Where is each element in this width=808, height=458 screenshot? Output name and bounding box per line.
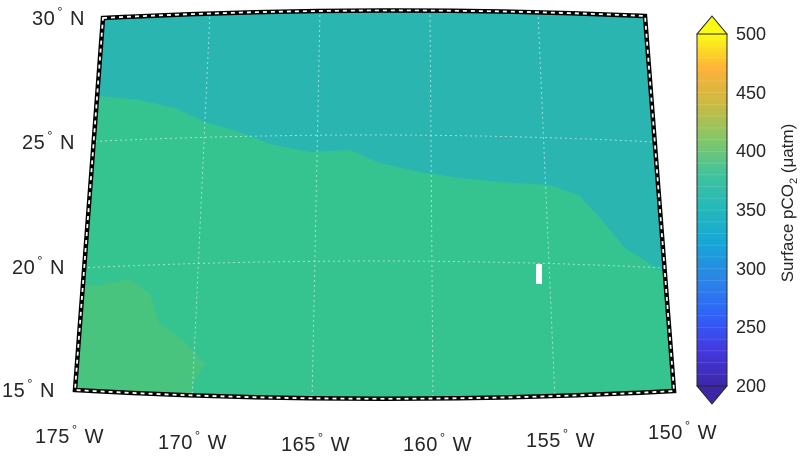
colorbar-tick-450: 450: [736, 83, 767, 103]
colorbar-tick-250: 250: [736, 317, 767, 337]
southwest-patch: [75, 279, 205, 399]
lat-label-20: 20 ° N: [12, 253, 65, 279]
lon-label-170: 170 ° W: [158, 428, 227, 454]
colorbar-bottom-extension: [695, 385, 729, 405]
colorbar-tick-200: 200: [736, 376, 767, 396]
lat-label-15: 15 ° N: [2, 376, 55, 402]
south-region: [75, 96, 674, 399]
colorbar-tick-500: 500: [736, 24, 767, 44]
colorbar-title: Surface pCO2 (μatm): [777, 123, 801, 283]
pco2-field: [75, 10, 674, 399]
lat-label-25: 25 ° N: [22, 128, 75, 154]
lon-label-175: 175 ° W: [35, 422, 104, 448]
colorbar-top-extension: [695, 15, 729, 35]
map-frame-pattern: [74, 9, 675, 400]
lon-label-150: 150 ° W: [648, 418, 717, 444]
colorbar-tick-350: 350: [736, 200, 767, 220]
lat-label-30: 30 ° N: [32, 4, 85, 30]
lon-label-165: 165 ° W: [281, 430, 350, 456]
lon-label-160: 160 ° W: [403, 430, 472, 456]
colorbar-bands: [697, 45, 727, 375]
lon-label-155: 155 ° W: [526, 426, 595, 452]
colorbar-tick-400: 400: [736, 141, 767, 161]
colorbar-tick-300: 300: [736, 259, 767, 279]
colorbar-body: [696, 33, 728, 387]
missing-data-cell: [536, 264, 542, 284]
colorbar: [695, 15, 729, 405]
graticule: [77, 10, 667, 399]
